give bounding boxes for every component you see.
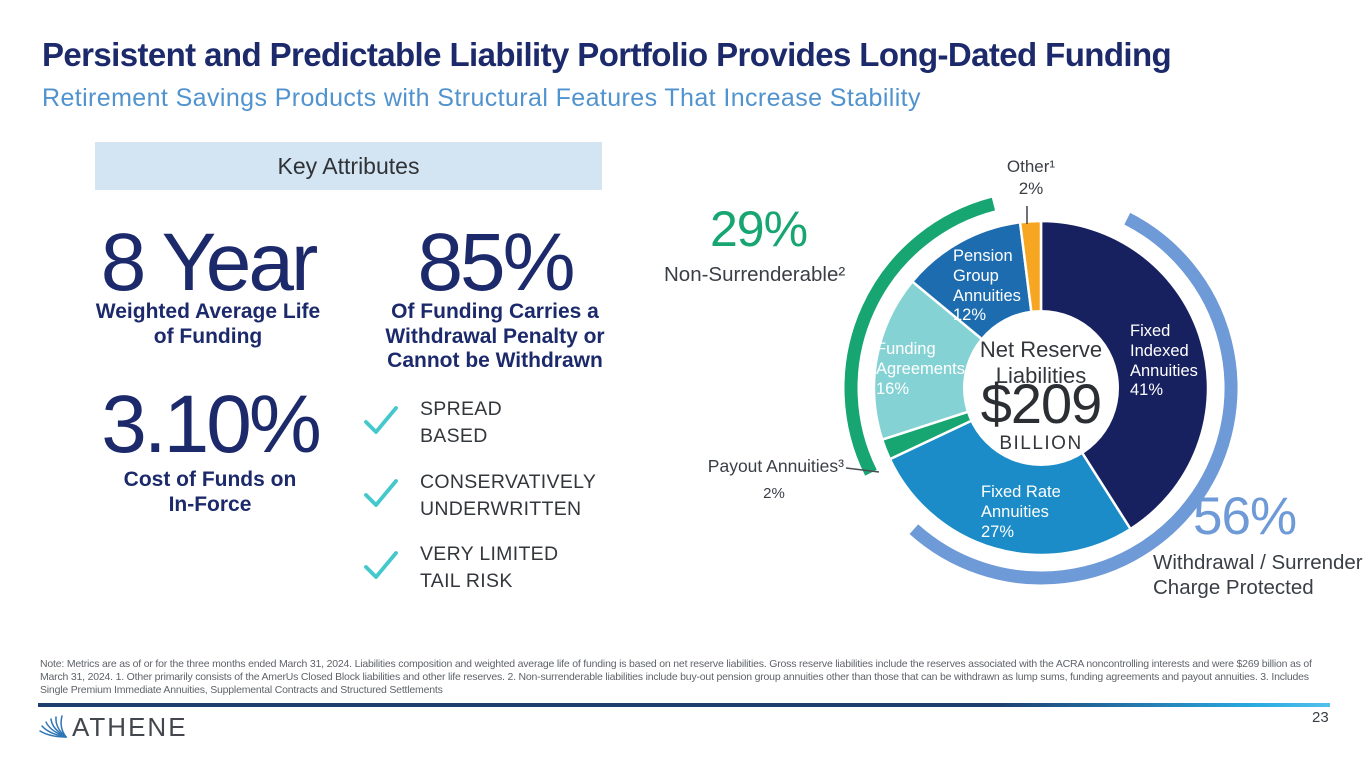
stat-cost-of-funds-value: 3.10% [101, 379, 322, 470]
footnote: Note: Metrics are as of or for the three… [40, 658, 1312, 697]
donut-center-title: Net Reserve Liabilities [979, 337, 1103, 389]
page-subtitle: Retirement Savings Products with Structu… [42, 84, 921, 112]
checklist-item-label: VERY LIMITED TAIL RISK [420, 543, 559, 592]
athene-logo: ATHENE [38, 711, 188, 743]
slice-label-payout-annuities: Payout Annuities³ [707, 456, 844, 476]
checklist-item-label: CONSERVATIVELY UNDERWRITTEN [420, 471, 597, 520]
checkmark-icon [364, 551, 398, 579]
footer-divider [38, 703, 1330, 707]
page-title: Persistent and Predictable Liability Por… [42, 36, 1172, 73]
slice-label-funding-agreements: Funding Agreements 16% [876, 340, 965, 398]
slice-label-fixed-indexed-annuities: Fixed Indexed Annuities 41% [1130, 322, 1198, 400]
checklist-item-conservatively-underwritten: CONSERVATIVELY UNDERWRITTEN [363, 469, 693, 529]
donut-center-unit: BILLION [999, 433, 1083, 454]
annotation-non-surrenderable-label: Non-Surrenderable² [664, 263, 846, 286]
checkmark-icon [364, 406, 398, 434]
annotation-surrender-protected-value: 56% [1193, 487, 1297, 546]
slice-label-fixed-rate-annuities: Fixed Rate Annuities 27% [981, 483, 1061, 541]
slice-label-payout-annuities-pct: 2% [763, 485, 785, 502]
donut-chart-canvas [844, 197, 1238, 585]
checkmark-icon [364, 479, 398, 507]
stat-cost-of-funds-caption: Cost of Funds on In-Force [123, 468, 297, 516]
slice-label-other: Other¹ 2% [1006, 157, 1056, 199]
stat-withdrawal-penalty-value: 85% [417, 217, 575, 308]
athene-logo-text: ATHENE [72, 711, 188, 742]
annotation-non-surrenderable-value: 29% [710, 201, 808, 257]
annotation-surrender-protected-label: Withdrawal / Surrender Charge Protected [1153, 551, 1363, 599]
stat-weighted-average-life-value: 8 Year [100, 217, 319, 308]
athene-swoosh-icon [39, 715, 67, 738]
stat-weighted-average-life-caption: Weighted Average Life of Funding [95, 300, 321, 348]
checklist-item-very-limited-tail-risk: VERY LIMITED TAIL RISK [363, 541, 693, 601]
checklist-item-spread-based: SPREAD BASED [363, 396, 693, 456]
page-number: 23 [1312, 709, 1329, 726]
slice-label-pension-group-annuities: Pension Group Annuities 12% [953, 247, 1021, 325]
liability-composition-chart: Fixed Indexed Annuities 41% Fixed Rate A… [650, 150, 1365, 620]
checklist-item-label: SPREAD BASED [420, 398, 502, 447]
stat-withdrawal-penalty-caption: Of Funding Carries a Withdrawal Penalty … [385, 300, 605, 373]
donut-center-value: $209 [980, 372, 1103, 435]
key-attributes-header: Key Attributes [95, 142, 602, 190]
